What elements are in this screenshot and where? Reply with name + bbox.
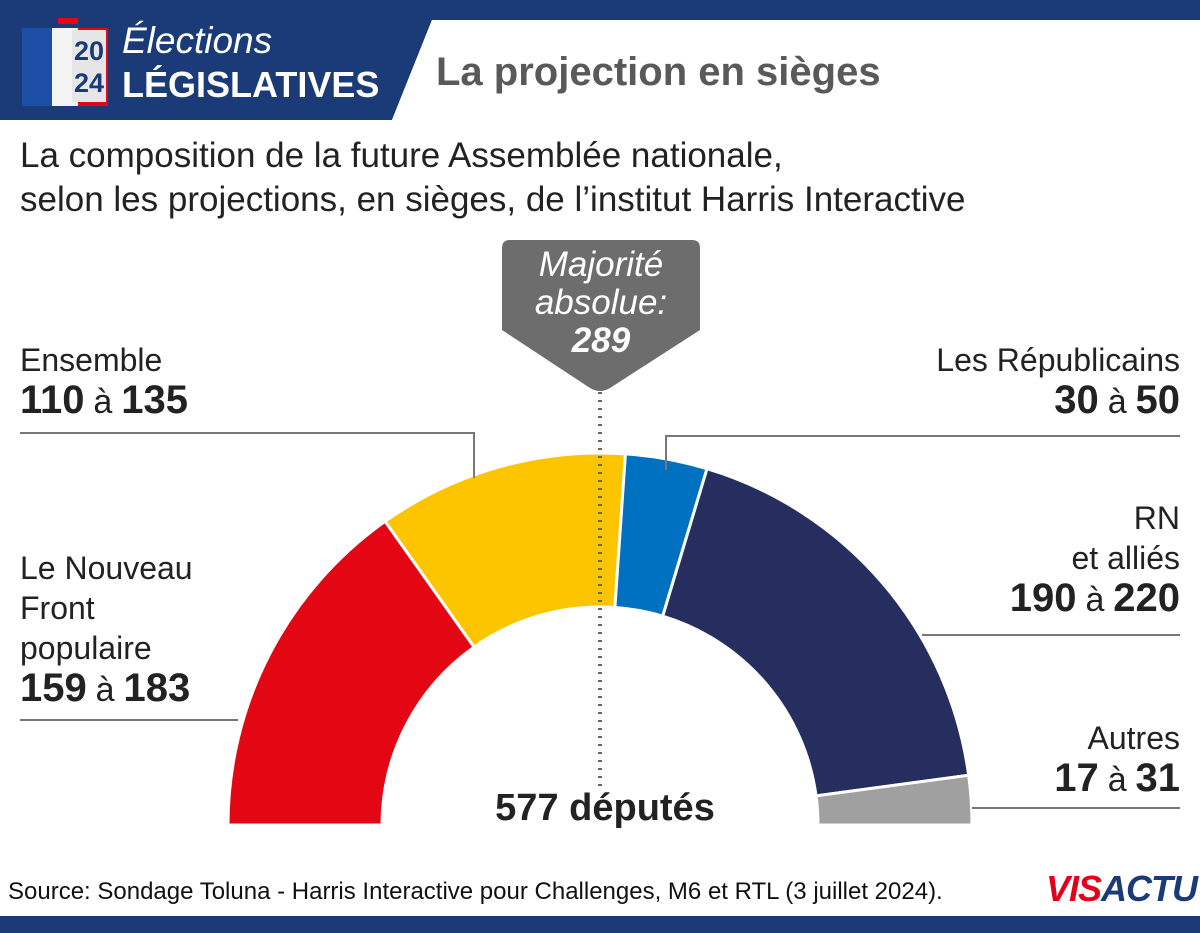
label-rn-max: 220: [1113, 576, 1180, 620]
segment-nfp: [226, 519, 477, 827]
segment-autres: [814, 773, 974, 827]
label-ensemble-max: 135: [121, 378, 188, 422]
label-nfp-min: 159: [20, 666, 87, 710]
label-lr-max: 50: [1135, 378, 1181, 422]
majority-line-2: absolue:: [534, 283, 668, 322]
range-word: à: [1107, 383, 1127, 421]
majority-box-shape: [502, 240, 700, 391]
label-autres: Autres 17 à 31: [1054, 718, 1180, 800]
range-word: à: [93, 383, 113, 421]
top-bar: [0, 0, 1200, 20]
range-word: à: [95, 671, 115, 709]
label-lr: Les Républicains 30 à 50: [936, 340, 1180, 422]
label-rn-min: 190: [1009, 576, 1077, 620]
label-rn-name-1: RN: [1133, 500, 1180, 536]
range-word: à: [1107, 761, 1127, 799]
source-note: Source: Sondage Toluna - Harris Interact…: [8, 878, 943, 905]
badge-legislatives: LÉGISLATIVES: [122, 64, 380, 105]
page-title: La projection en sièges: [436, 50, 881, 94]
label-autres-name: Autres: [1087, 720, 1180, 756]
label-rn-name-2: et alliés: [1071, 540, 1181, 576]
majority-label: Majorité absolue: 289: [502, 240, 700, 390]
subtitle-line-2: selon les projections, en sièges, de l’i…: [20, 180, 966, 219]
label-autres-min: 17: [1054, 756, 1099, 800]
range-word: à: [1085, 581, 1105, 619]
label-ensemble-name: Ensemble: [20, 342, 163, 378]
badge-year-bottom: 24: [74, 68, 104, 98]
visactu-logo: VISACTU: [1046, 868, 1198, 909]
hemicycle: [226, 451, 974, 827]
leader-line-lr: [665, 435, 1180, 470]
label-lr-min: 30: [1054, 378, 1099, 422]
subtitle: La composition de la future Assemblée na…: [20, 134, 1120, 222]
leader-lines: [20, 432, 1180, 809]
total-seats-label: 577 députés: [495, 787, 715, 829]
ballot-box-icon: 20 24: [22, 18, 108, 106]
label-nfp: Le Nouveau Front populaire 159 à 183: [20, 548, 193, 710]
label-rn: RN et alliés 190 à 220: [1010, 498, 1180, 620]
label-nfp-name-3: populaire: [20, 630, 152, 666]
segment-rn: [660, 466, 971, 798]
label-ensemble: Ensemble 110 à 135: [20, 340, 188, 422]
header-title-band: [392, 20, 1200, 120]
majority-line-1: Majorité: [538, 245, 664, 284]
badge-year-top: 20: [74, 36, 104, 66]
label-autres-max: 31: [1135, 756, 1181, 800]
subtitle-line-1: La composition de la future Assemblée na…: [20, 136, 783, 175]
label-nfp-name-2: Front: [20, 590, 95, 626]
leader-line-ensemble: [20, 432, 475, 478]
label-ensemble-min: 110: [20, 378, 85, 422]
bottom-bar: [0, 916, 1200, 933]
label-lr-name: Les Républicains: [936, 342, 1180, 378]
majority-value: 289: [571, 321, 631, 360]
label-nfp-name-1: Le Nouveau: [20, 550, 193, 586]
label-nfp-max: 183: [123, 666, 191, 710]
badge-elections: Élections: [122, 20, 273, 61]
